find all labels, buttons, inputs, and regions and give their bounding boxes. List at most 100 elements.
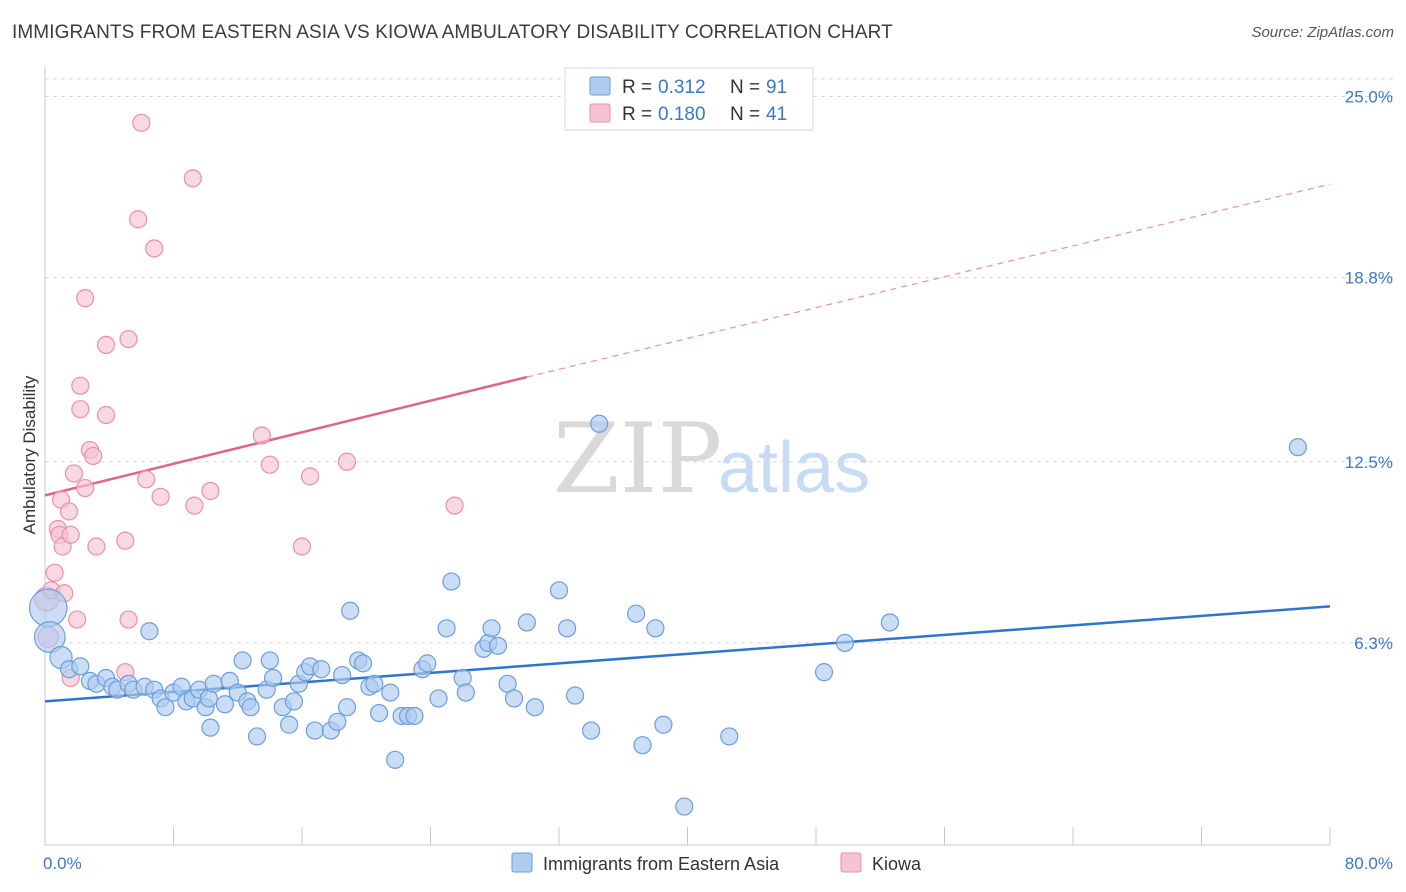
bottom-legend-swatch-pink (840, 852, 862, 873)
kiowa-point (68, 610, 87, 629)
kiowa-point (96, 335, 116, 354)
eastern-asia-point (28, 588, 68, 628)
kiowa-point (119, 610, 138, 629)
kiowa-point (260, 455, 279, 474)
kiowa-point (71, 400, 90, 419)
eastern-asia-point (201, 718, 220, 737)
eastern-asia-point (557, 619, 577, 638)
eastern-asia-point (549, 581, 569, 600)
legend-n-label-2: N = (730, 104, 760, 125)
eastern-asia-point (565, 686, 585, 705)
kiowa-point (337, 452, 357, 471)
eastern-asia-point (626, 604, 646, 623)
eastern-asia-point (370, 703, 389, 723)
eastern-asia-point (263, 668, 283, 688)
legend-r-label-2: R = (622, 104, 652, 125)
eastern-asia-point (835, 633, 855, 653)
kiowa-point (292, 537, 312, 556)
kiowa-point (71, 376, 90, 395)
kiowa-point (61, 525, 80, 544)
axes-layer (44, 66, 1331, 846)
kiowa-point (445, 496, 464, 515)
legend: R = 0.312 N = 91 R = 0.180 N = 41 (564, 67, 814, 131)
kiowa-point (116, 531, 135, 550)
kiowa-point (252, 426, 271, 445)
y-tick-label: 18.8% (1345, 269, 1393, 288)
bottom-legend: Immigrants from Eastern Asia Kiowa (511, 852, 922, 874)
eastern-asia-point (418, 654, 437, 673)
legend-n-label-1: N = (730, 77, 760, 98)
eastern-asia-point (654, 715, 673, 734)
x-tick-label-max: 80.0% (1345, 854, 1393, 873)
eastern-asia-point (442, 572, 461, 591)
kiowa-point (183, 169, 202, 188)
eastern-asia-point (204, 674, 223, 693)
kiowa-point (45, 563, 64, 582)
kiowa-point (132, 113, 151, 132)
watermark: ZIP atlas (553, 403, 870, 515)
legend-n-value-1: 91 (766, 77, 787, 98)
eastern-asia-point (280, 715, 299, 734)
kiowa-point (151, 487, 170, 506)
eastern-asia-point (341, 601, 360, 620)
kiowa-point (300, 467, 320, 486)
watermark-atlas: atlas (718, 428, 870, 508)
kiowa-point (64, 464, 84, 483)
grid-layer: 6.3% 12.5% 18.8% 25.0% (45, 78, 1393, 653)
kiowa-point (84, 446, 103, 466)
eastern-asia-point (582, 721, 601, 740)
kiowa-point (145, 239, 164, 258)
legend-swatch-blue (589, 76, 611, 96)
eastern-asia-point (814, 663, 834, 682)
y-tick-label: 25.0% (1345, 88, 1393, 107)
eastern-asia-point (381, 683, 400, 702)
legend-r-value-2: 0.180 (658, 104, 706, 125)
y-tick-label: 12.5% (1345, 453, 1393, 472)
trend-line-kiowa-extension (526, 183, 1331, 378)
bottom-legend-swatch-blue (511, 852, 533, 873)
eastern-asia-point (233, 651, 252, 670)
eastern-asia-point (405, 706, 424, 726)
kiowa-point (76, 289, 95, 308)
eastern-asia-point (365, 674, 384, 693)
eastern-asia-point (482, 619, 501, 638)
kiowa-point (137, 470, 156, 489)
eastern-asia-point (328, 712, 347, 731)
eastern-asia-point (215, 695, 234, 714)
eastern-asia-point (247, 727, 267, 746)
eastern-asia-point (386, 750, 405, 769)
bottom-legend-label-blue: Immigrants from Eastern Asia (543, 854, 780, 874)
kiowa-point (185, 496, 204, 515)
eastern-asia-point (504, 689, 524, 708)
eastern-asia-point (156, 698, 175, 717)
kiowa-point (129, 210, 148, 229)
kiowa-point (87, 537, 106, 556)
eastern-asia-point (312, 660, 331, 679)
eastern-asia-point (525, 698, 545, 717)
eastern-asia-point (646, 619, 665, 638)
eastern-asia-point (333, 665, 352, 685)
bottom-legend-label-pink: Kiowa (872, 854, 922, 874)
eastern-asia-point (1288, 438, 1307, 457)
kiowa-point (59, 502, 79, 521)
eastern-asia-point (305, 721, 324, 740)
kiowa-point (119, 329, 138, 349)
kiowa-point (76, 478, 95, 498)
legend-r-value-1: 0.312 (658, 77, 706, 98)
legend-r-label-1: R = (622, 77, 652, 98)
eastern-asia-point (353, 654, 373, 673)
eastern-asia-point (429, 689, 448, 708)
eastern-asia-point (590, 414, 609, 433)
y-tick-label: 6.3% (1354, 634, 1393, 653)
eastern-asia-point (140, 622, 159, 641)
chart-source: Source: ZipAtlas.com (1251, 24, 1394, 41)
kiowa-point (96, 405, 116, 425)
eastern-asia-point (241, 698, 260, 717)
points-layer (28, 113, 1307, 816)
eastern-asia-point (260, 651, 279, 670)
eastern-asia-point (488, 636, 508, 655)
eastern-asia-point (880, 613, 899, 632)
y-axis-label: Ambulatory Disability (20, 375, 39, 534)
eastern-asia-point (633, 736, 652, 755)
